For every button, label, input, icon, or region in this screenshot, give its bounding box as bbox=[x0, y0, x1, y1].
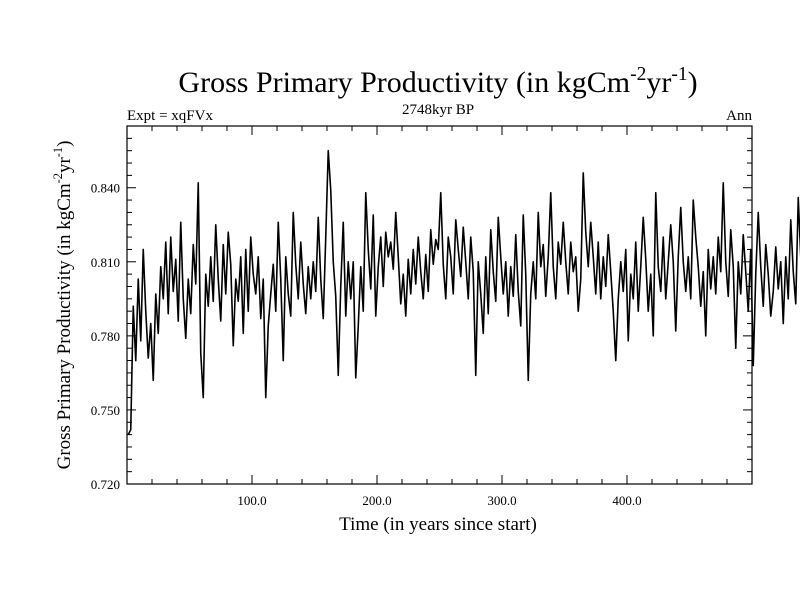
y-axis: 0.720 0.750 0.780 0.810 0.840 bbox=[91, 125, 752, 492]
x-tick-label: 200.0 bbox=[362, 493, 391, 508]
x-tick-label: 100.0 bbox=[237, 493, 266, 508]
y-tick-label: 0.720 bbox=[91, 477, 120, 492]
experiment-label: Expt = xqFVx bbox=[127, 108, 213, 124]
time-period-label: 2748kyr BP bbox=[402, 102, 474, 118]
y-tick-label: 0.840 bbox=[91, 181, 120, 196]
gpp-series-line bbox=[127, 149, 800, 435]
chart-title: Gross Primary Productivity (in kgCm-2yr-… bbox=[178, 64, 697, 99]
x-axis-label: Time (in years since start) bbox=[339, 514, 537, 535]
y-tick-label: 0.750 bbox=[91, 403, 120, 418]
y-tick-label: 0.780 bbox=[91, 329, 120, 344]
season-label: Ann bbox=[726, 108, 752, 124]
x-axis: 100.0 200.0 300.0 400.0 bbox=[151, 126, 728, 508]
x-tick-label: 400.0 bbox=[612, 493, 641, 508]
y-tick-label: 0.810 bbox=[91, 255, 120, 270]
y-axis-label: Gross Primary Productivity (in kgCm-2yr-… bbox=[51, 141, 75, 470]
x-tick-label: 300.0 bbox=[487, 493, 516, 508]
